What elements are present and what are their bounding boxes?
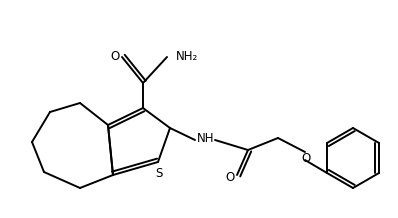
Text: O: O [301,152,310,165]
Text: O: O [225,170,235,184]
Text: O: O [110,49,120,63]
Text: NH: NH [197,133,215,145]
Text: NH₂: NH₂ [176,49,198,63]
Text: S: S [155,167,163,180]
